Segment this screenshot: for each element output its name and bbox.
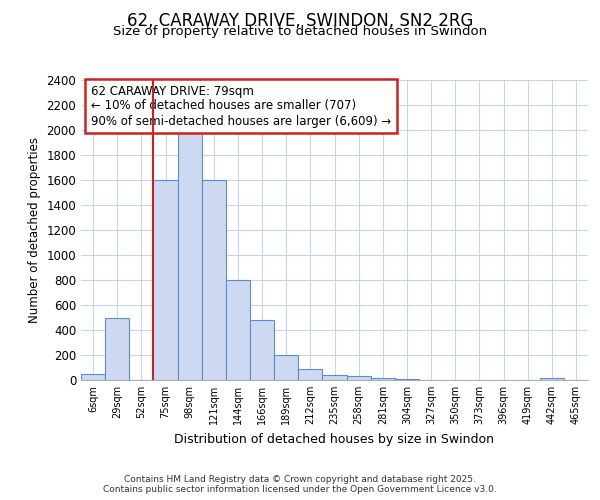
Bar	[202, 180, 226, 380]
Bar	[298, 369, 322, 380]
Y-axis label: Number of detached properties: Number of detached properties	[28, 137, 41, 323]
Bar	[81, 374, 105, 380]
Bar	[322, 375, 347, 380]
Bar	[371, 378, 395, 380]
Text: Size of property relative to detached houses in Swindon: Size of property relative to detached ho…	[113, 25, 487, 38]
X-axis label: Distribution of detached houses by size in Swindon: Distribution of detached houses by size …	[175, 432, 494, 446]
Text: 62, CARAWAY DRIVE, SWINDON, SN2 2RG: 62, CARAWAY DRIVE, SWINDON, SN2 2RG	[127, 12, 473, 30]
Text: 62 CARAWAY DRIVE: 79sqm
← 10% of detached houses are smaller (707)
90% of semi-d: 62 CARAWAY DRIVE: 79sqm ← 10% of detache…	[91, 84, 391, 128]
Bar	[250, 320, 274, 380]
Bar	[154, 180, 178, 380]
Bar	[105, 318, 129, 380]
Bar	[395, 379, 419, 380]
Bar	[274, 355, 298, 380]
Bar	[226, 280, 250, 380]
Bar	[178, 132, 202, 380]
Bar	[540, 378, 564, 380]
Bar	[347, 376, 371, 380]
Text: Contains HM Land Registry data © Crown copyright and database right 2025.
Contai: Contains HM Land Registry data © Crown c…	[103, 474, 497, 494]
